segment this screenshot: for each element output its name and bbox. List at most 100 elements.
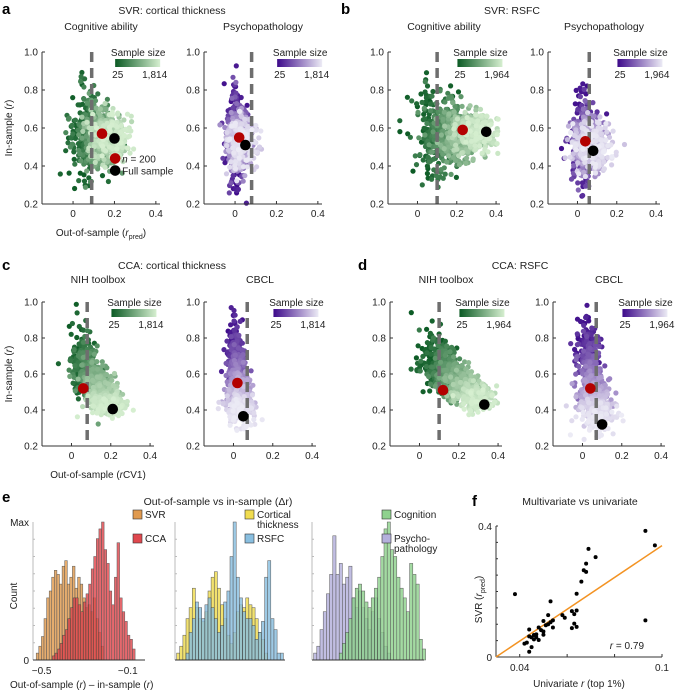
y-axis-label: In-sample (r): [4, 100, 15, 157]
scatter-point: [234, 324, 240, 330]
subplot-title: Psychopathology: [223, 21, 304, 33]
scatter-point: [562, 155, 568, 161]
y-tick-label: 1.0: [370, 48, 384, 59]
subplot-title: NIH toolbox: [71, 274, 127, 286]
scatter-point: [580, 81, 586, 87]
scatter-point: [101, 396, 107, 402]
scatter-point: [221, 81, 227, 87]
scatter-point: [494, 141, 500, 147]
scatter-point: [92, 159, 98, 165]
scatter-point: [114, 146, 120, 152]
scatter-point: [86, 175, 92, 181]
y-tick-label: 1.0: [24, 48, 38, 59]
scatter-point: [72, 135, 79, 141]
scatter-point: [84, 119, 90, 125]
scatter-point: [430, 156, 436, 162]
scatter-point: [124, 145, 130, 151]
scatter-point: [71, 156, 77, 162]
scatter-point: [75, 396, 81, 402]
scatter-point: [104, 96, 110, 102]
scatter-point: [594, 119, 601, 125]
scatter-point: [404, 94, 410, 100]
y-tick-label: 1.0: [530, 48, 544, 59]
panel-label-b: b: [341, 1, 350, 18]
scatter-point: [55, 361, 62, 367]
x-tick-label: 0: [415, 209, 421, 220]
scatter-point: [575, 180, 581, 186]
y-tick-label: 0.4: [186, 162, 200, 173]
scatter-point: [495, 150, 501, 156]
scatter-point: [419, 182, 425, 188]
scatter-point: [455, 89, 462, 95]
x-axis-label: Out-of-sample (rpred): [56, 228, 146, 241]
scatter-point: [575, 135, 581, 141]
scatter-point: [575, 160, 581, 166]
scatter-point: [413, 162, 420, 168]
scatter-point: [462, 109, 468, 115]
scatter-point: [68, 331, 74, 337]
scatter-point: [223, 171, 230, 177]
scatter-point: [117, 129, 123, 135]
scatter-point: [105, 381, 111, 387]
scatter-point: [94, 366, 101, 372]
scatter-point: [463, 160, 469, 166]
scatter-point: [77, 151, 83, 157]
scatter-point: [429, 149, 435, 155]
scatter-cloud: [55, 301, 136, 427]
scatter-point: [118, 122, 124, 129]
scatter-point: [72, 117, 78, 123]
scatter-point: [256, 144, 263, 150]
x-tick-label: 0.4: [143, 451, 157, 462]
scatter-point: [81, 84, 87, 90]
colorbar-max-label: 1,964: [644, 70, 669, 81]
scatter-point: [458, 94, 464, 100]
scatter-point: [90, 111, 96, 117]
scatter-point: [568, 176, 575, 182]
x-tick-label: 0.2: [450, 209, 464, 220]
scatter-point: [72, 185, 78, 192]
scatter-point: [459, 103, 465, 109]
scatter-point: [81, 178, 88, 184]
scatter-point: [121, 117, 127, 123]
scatter-point: [427, 108, 433, 114]
scatter-point: [92, 132, 98, 138]
scatter-point: [422, 89, 428, 95]
scatter-point: [76, 141, 82, 147]
scatter-point: [90, 377, 96, 383]
scatter-point: [78, 78, 84, 85]
scatter-point: [72, 161, 78, 167]
scatter-point: [238, 94, 244, 101]
subplot-title: Cognitive ability: [407, 21, 481, 33]
scatter-point: [242, 173, 248, 179]
scatter-point: [97, 112, 103, 118]
y-tick-label: 0.2: [530, 200, 544, 211]
scatter-point: [67, 373, 73, 379]
scatter-point: [103, 148, 109, 154]
y-tick-label: 0.2: [370, 200, 384, 211]
scatter-point: [597, 114, 603, 120]
scatter-point: [106, 124, 113, 130]
scatter-point: [75, 376, 81, 382]
scatter-point: [236, 108, 243, 114]
scatter-point: [107, 128, 113, 134]
y-tick-label: 1.0: [24, 298, 38, 309]
scatter-point: [102, 100, 108, 107]
scatter-point: [576, 171, 582, 177]
scatter-point: [601, 159, 607, 165]
scatter-point: [422, 79, 428, 85]
scatter-point: [572, 141, 578, 148]
scatter-point: [91, 144, 97, 150]
scatter-point: [97, 106, 103, 112]
scatter-point: [421, 125, 427, 131]
scatter-point: [76, 178, 82, 184]
scatter-point: [233, 79, 239, 85]
scatter-point: [603, 121, 609, 127]
y-tick-label: 0.4: [370, 162, 384, 173]
scatter-point: [450, 100, 456, 106]
scatter-point: [478, 113, 484, 119]
scatter-point: [81, 172, 87, 178]
scatter-point: [592, 161, 599, 167]
scatter-point: [410, 168, 416, 174]
